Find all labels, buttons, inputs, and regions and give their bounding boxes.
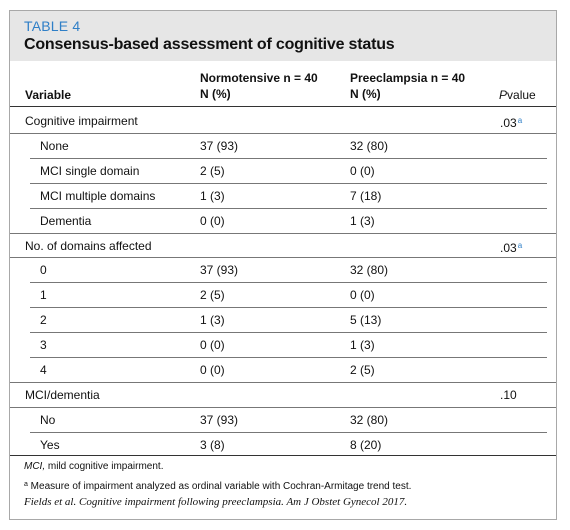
preeclampsia-value: 0 (0) — [350, 288, 375, 303]
normotensive-value: 3 (8) — [200, 437, 225, 452]
footnote-abbreviation: MCI, mild cognitive impairment. — [24, 460, 163, 473]
row-divider — [30, 157, 547, 159]
column-header-normotensive-line1: Normotensive n = 40 — [200, 71, 318, 85]
normotensive-value: 1 (3) — [200, 313, 225, 328]
footnote-a: a Measure of impairment analyzed as ordi… — [24, 478, 411, 493]
preeclampsia-value: 2 (5) — [350, 363, 375, 377]
section-label: Cognitive impairment — [25, 114, 138, 128]
p-value-text: .03 — [500, 240, 517, 255]
row-label: 4 — [40, 363, 47, 377]
normotensive-value: 37 (93) — [200, 412, 239, 427]
preeclampsia-value: 0 (0) — [350, 163, 375, 178]
p-value-superscript: a — [517, 116, 523, 125]
row-label: MCI multiple domains — [40, 188, 156, 203]
normotensive-value: 0 (0) — [200, 213, 225, 228]
row-label: 1 — [40, 288, 47, 303]
row-label: 0 — [40, 263, 47, 278]
normotensive-value: 1 (3) — [200, 188, 225, 203]
p-value: .03a — [500, 113, 522, 131]
column-header-variable: Variable — [25, 88, 72, 102]
normotensive-value: 37 (93) — [200, 138, 239, 153]
column-header-preeclampsia: Preeclampsia n = 40 N (%) — [350, 70, 465, 102]
row-label: No — [40, 412, 56, 427]
normotensive-value: 37 (93) — [200, 263, 239, 278]
row-label: 2 — [40, 313, 47, 328]
footnote-marker: a — [24, 481, 28, 488]
preeclampsia-value: 32 (80) — [350, 138, 389, 153]
footnote-text: Measure of impairment analyzed as ordina… — [27, 481, 412, 492]
column-header-normotensive-line2: N (%) — [200, 87, 231, 101]
row-label: MCI single domain — [40, 163, 140, 178]
p-value: .10 — [500, 387, 517, 403]
row-label: Yes — [40, 437, 60, 452]
table-title: Consensus-based assessment of cognitive … — [24, 36, 395, 53]
preeclampsia-value: 32 (80) — [350, 263, 389, 278]
section-label: No. of domains affected — [25, 238, 152, 253]
section-label: MCI/dementia — [25, 387, 100, 402]
normotensive-value: 2 (5) — [200, 288, 225, 303]
p-value-text: .03 — [500, 116, 517, 130]
row-label: 3 — [40, 338, 47, 353]
table-header: TABLE 4 Consensus-based assessment of co… — [10, 11, 556, 61]
row-divider — [30, 357, 547, 358]
footnote-abbrev-term: MCI, — [24, 461, 46, 472]
row-divider — [30, 307, 547, 309]
row-divider — [30, 182, 547, 184]
row-divider — [10, 406, 556, 408]
column-header-normotensive: Normotensive n = 40 N (%) — [200, 70, 318, 102]
preeclampsia-value: 1 (3) — [350, 338, 375, 353]
bottom-rule — [10, 455, 556, 456]
footnote-abbrev-def: mild cognitive impairment. — [45, 461, 164, 472]
column-header-pvalue-rest: value — [507, 88, 536, 102]
p-value-superscript: a — [517, 240, 523, 250]
row-divider — [30, 282, 547, 284]
table-label: TABLE 4 — [24, 18, 81, 34]
row-divider — [10, 381, 556, 383]
column-header-pvalue: Pvalue — [499, 87, 536, 103]
normotensive-value: 2 (5) — [200, 163, 225, 178]
preeclampsia-value: 7 (18) — [350, 188, 382, 203]
column-header-preeclampsia-line1: Preeclampsia n = 40 — [350, 71, 466, 85]
preeclampsia-value: 8 (20) — [350, 437, 382, 452]
citation: Fields et al. Cognitive impairment follo… — [24, 496, 408, 508]
p-value-text: .10 — [500, 387, 517, 402]
table-frame: TABLE 4 Consensus-based assessment of co… — [9, 10, 557, 520]
row-label: Dementia — [40, 213, 92, 228]
row-divider — [10, 232, 556, 234]
preeclampsia-value: 5 (13) — [350, 313, 382, 328]
column-header-preeclampsia-line2: N (%) — [350, 87, 381, 101]
row-divider — [10, 257, 556, 259]
row-divider — [10, 132, 556, 134]
p-value: .03a — [500, 238, 522, 256]
column-header-pvalue-italic: P — [499, 88, 508, 102]
header-rule — [10, 106, 556, 107]
row-divider — [30, 207, 547, 209]
preeclampsia-value: 32 (80) — [350, 412, 389, 427]
row-label: None — [40, 138, 69, 153]
preeclampsia-value: 1 (3) — [350, 213, 375, 228]
normotensive-value: 0 (0) — [200, 363, 225, 377]
row-divider — [30, 431, 547, 433]
normotensive-value: 0 (0) — [200, 338, 225, 353]
row-divider — [30, 332, 547, 334]
